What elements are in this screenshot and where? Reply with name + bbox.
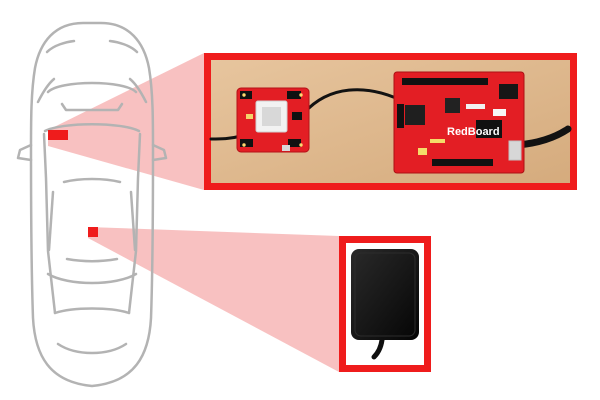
gps-antenna-icon — [351, 249, 419, 360]
antenna-detail-panel — [339, 236, 431, 372]
redboard-icon: RedBoard — [393, 71, 525, 174]
gps-module-location-marker — [48, 130, 68, 140]
antenna-location-marker — [88, 227, 98, 237]
upper-callout-beam — [48, 53, 204, 190]
gps-module-icon — [236, 87, 310, 153]
lower-callout-beam — [88, 227, 339, 372]
electronics-detail-panel: RedBoard — [204, 53, 577, 190]
redboard-label: RedBoard — [447, 126, 500, 138]
module-to-board-cable — [302, 88, 398, 115]
car-top-view-icon — [16, 21, 168, 388]
